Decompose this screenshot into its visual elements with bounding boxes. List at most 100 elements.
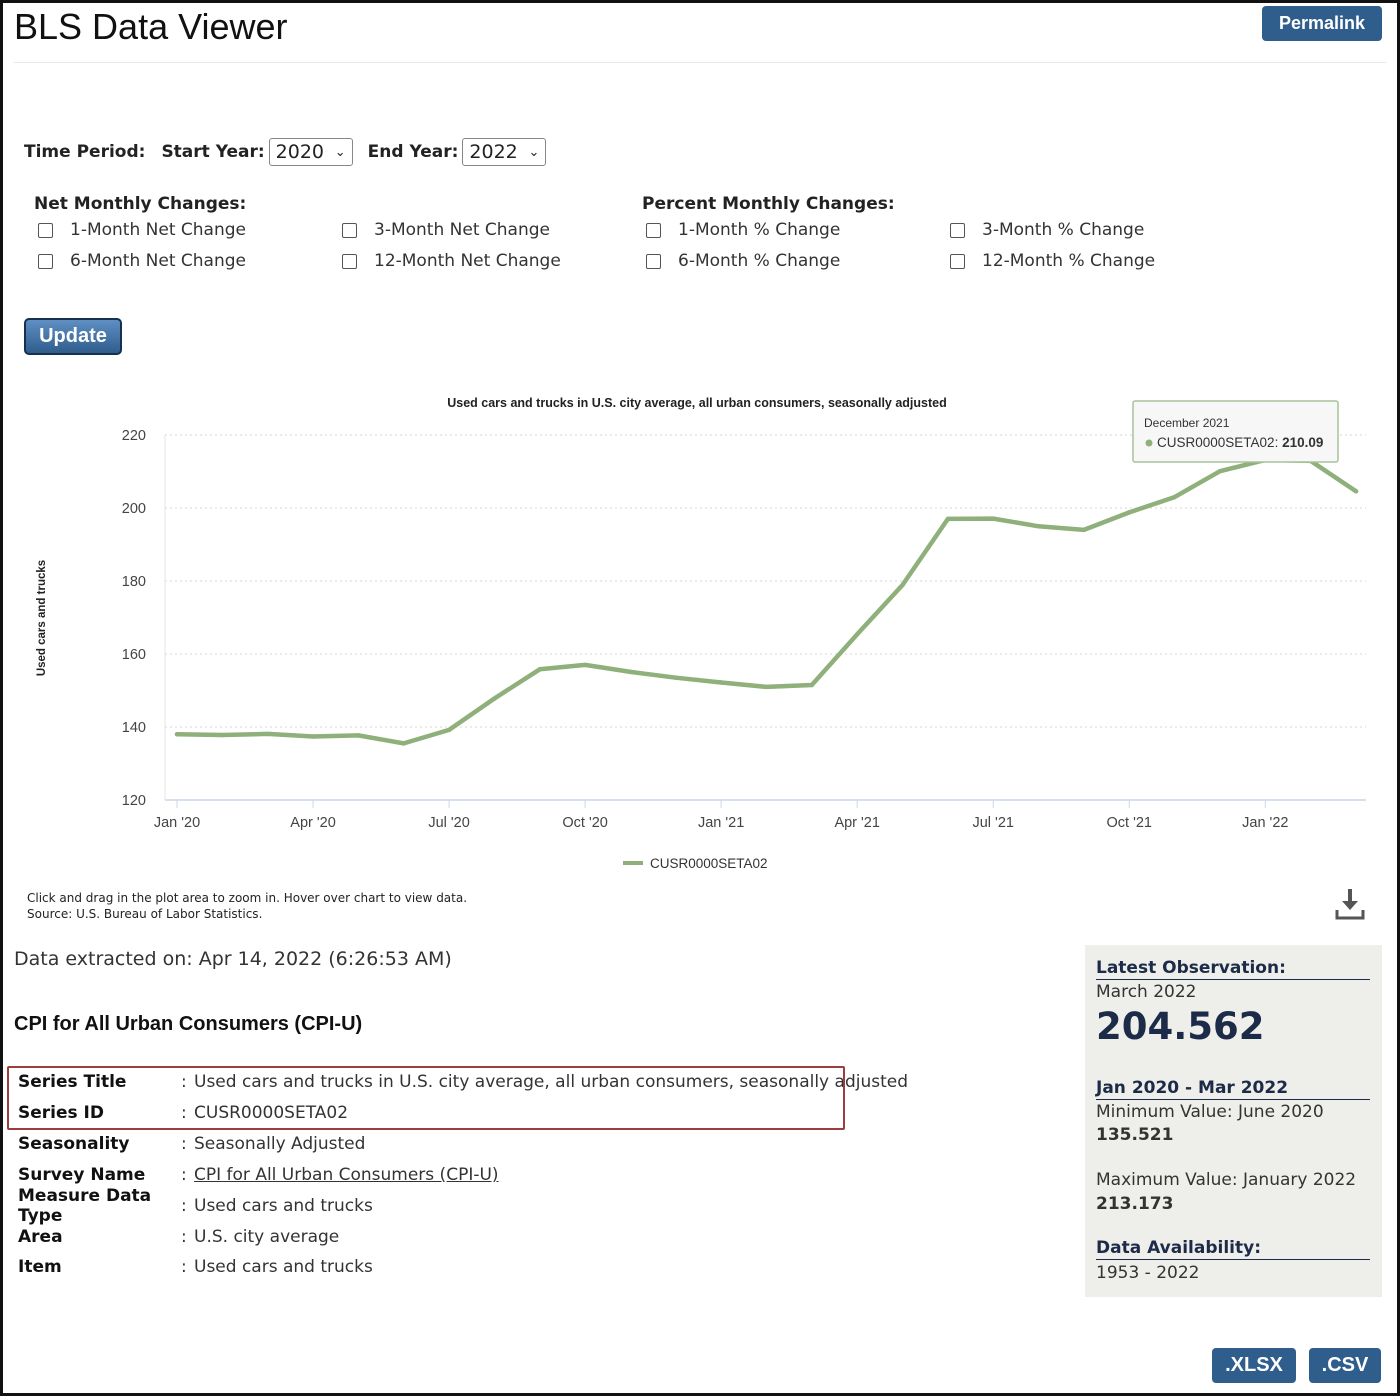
- maximum-value-label: Maximum Value: January 2022: [1096, 1170, 1357, 1190]
- series-info-row: Area: U.S. city average: [18, 1227, 340, 1247]
- series-info-label: Seasonality: [18, 1134, 130, 1154]
- checkbox-12-month-pct-change[interactable]: 12-Month % Change: [950, 251, 1155, 271]
- observation-sidebar: Latest Observation: March 2022 204.562 J…: [1085, 945, 1382, 1297]
- series-info-value: Used cars and trucks: [194, 1257, 373, 1277]
- data-availability-value: 1953 - 2022: [1096, 1263, 1200, 1283]
- download-csv-button[interactable]: .CSV: [1309, 1348, 1381, 1383]
- data-point[interactable]: [492, 696, 497, 701]
- checkbox-label: 12-Month Net Change: [374, 251, 561, 271]
- x-tick-label: Jul '21: [972, 815, 1013, 831]
- survey-name-link[interactable]: CPI for All Urban Consumers (CPI-U): [194, 1165, 499, 1185]
- minimum-value: 135.521: [1096, 1125, 1174, 1145]
- series-info-row: Item: Used cars and trucks: [18, 1257, 373, 1277]
- data-point[interactable]: [809, 682, 815, 688]
- chart-note-instructions: Click and drag in the plot area to zoom …: [27, 891, 468, 905]
- data-point[interactable]: [356, 733, 361, 738]
- checkbox-box[interactable]: [342, 222, 357, 238]
- data-point[interactable]: [265, 731, 270, 737]
- data-point[interactable]: [220, 732, 225, 738]
- tooltip-value: 210.09: [1282, 435, 1323, 450]
- data-point[interactable]: [1353, 489, 1359, 494]
- checkbox-6-month-pct-change[interactable]: 6-Month % Change: [646, 251, 840, 271]
- minimum-value-label: Minimum Value: June 2020: [1096, 1102, 1324, 1122]
- x-tick-label: Oct '21: [1107, 815, 1152, 831]
- checkbox-6-month-net-change[interactable]: 6-Month Net Change: [38, 251, 246, 271]
- checkbox-label: 1-Month Net Change: [70, 220, 246, 240]
- end-year-label: End Year:: [367, 142, 459, 162]
- y-tick-label: 220: [122, 428, 146, 444]
- checkbox-box[interactable]: [38, 253, 53, 269]
- time-period-label: Time Period:: [24, 142, 146, 162]
- series-info-label: Area: [18, 1227, 63, 1247]
- y-axis-label: Used cars and trucks: [36, 560, 48, 676]
- series-line[interactable]: [174, 457, 1359, 746]
- end-year-select[interactable]: 2022 ⌄: [462, 138, 547, 166]
- series-info-value: U.S. city average: [194, 1227, 340, 1247]
- data-point[interactable]: [310, 734, 316, 739]
- y-tick-label: 180: [122, 574, 146, 590]
- checkbox-box[interactable]: [646, 222, 661, 238]
- x-tick-label: Apr '20: [290, 815, 336, 831]
- checkbox-box[interactable]: [646, 253, 661, 269]
- permalink-button[interactable]: Permalink: [1262, 6, 1382, 41]
- data-point[interactable]: [718, 680, 724, 685]
- start-year-value: 2020: [275, 141, 325, 163]
- data-point[interactable]: [537, 667, 542, 672]
- start-year-select[interactable]: 2020 ⌄: [268, 138, 353, 166]
- update-button[interactable]: Update: [24, 318, 122, 355]
- checkbox-box[interactable]: [950, 222, 965, 238]
- checkbox-label: 6-Month % Change: [678, 251, 841, 271]
- checkbox-3-month-net-change[interactable]: 3-Month Net Change: [342, 220, 550, 240]
- x-tick-label: Apr '21: [834, 815, 880, 831]
- data-point[interactable]: [764, 684, 769, 690]
- x-tick-label: Jul '20: [428, 815, 469, 831]
- data-point[interactable]: [1172, 494, 1177, 500]
- data-point[interactable]: [446, 727, 452, 733]
- chart-note: Click and drag in the plot area to zoom …: [27, 890, 467, 922]
- data-point[interactable]: [1036, 524, 1041, 529]
- checkbox-12-month-net-change[interactable]: 12-Month Net Change: [342, 251, 561, 271]
- chart-series-group[interactable]: [174, 457, 1359, 746]
- series-info-label: Item: [18, 1257, 62, 1277]
- series-info-label: Series Title: [18, 1072, 127, 1092]
- data-point[interactable]: [582, 662, 588, 668]
- download-xlsx-button[interactable]: .XLSX: [1212, 1348, 1296, 1383]
- end-year-value: 2022: [469, 141, 518, 163]
- series-info-label: Measure Data Type: [18, 1186, 152, 1226]
- data-point[interactable]: [628, 669, 633, 675]
- series-info-row: Seasonality: Seasonally Adjusted: [18, 1134, 366, 1154]
- data-point[interactable]: [673, 675, 679, 680]
- data-point[interactable]: [1081, 527, 1087, 533]
- tooltip-dot-icon: [1145, 439, 1153, 447]
- line-chart[interactable]: Used cars and trucks in U.S. city averag…: [0, 380, 1400, 880]
- data-extracted-text: Data extracted on: Apr 14, 2022 (6:26:53…: [14, 948, 452, 970]
- chevron-down-icon: ⌄: [334, 144, 346, 160]
- checkbox-box[interactable]: [38, 222, 53, 238]
- data-point[interactable]: [854, 632, 860, 637]
- checkbox-box[interactable]: [950, 253, 965, 269]
- data-point[interactable]: [991, 516, 996, 521]
- checkbox-box[interactable]: [342, 253, 357, 269]
- data-point[interactable]: [1127, 510, 1132, 515]
- y-tick-label: 160: [122, 647, 146, 663]
- data-point[interactable]: [945, 516, 951, 522]
- percent-changes-title: Percent Monthly Changes:: [642, 194, 895, 214]
- data-point[interactable]: [1217, 468, 1223, 474]
- x-tick-label: Oct '20: [562, 815, 607, 831]
- download-icon[interactable]: [1334, 886, 1366, 922]
- data-point[interactable]: [900, 582, 905, 588]
- data-point[interactable]: [174, 732, 180, 737]
- series-info-value: Used cars and trucks in U.S. city averag…: [194, 1072, 908, 1092]
- data-point[interactable]: [401, 741, 406, 746]
- checkbox-1-month-net-change[interactable]: 1-Month Net Change: [38, 220, 246, 240]
- latest-observation-period: March 2022: [1096, 982, 1197, 1002]
- checkbox-1-month-pct-change[interactable]: 1-Month % Change: [646, 220, 840, 240]
- range-title: Jan 2020 - Mar 2022: [1096, 1078, 1370, 1100]
- chart-legend[interactable]: CUSR0000SETA02: [623, 856, 768, 871]
- series-info-value: Used cars and trucks: [194, 1196, 373, 1216]
- y-tick-label: 140: [122, 720, 146, 736]
- data-availability-title: Data Availability:: [1096, 1238, 1370, 1260]
- series-info-label: Series ID: [18, 1103, 104, 1123]
- checkbox-3-month-pct-change[interactable]: 3-Month % Change: [950, 220, 1144, 240]
